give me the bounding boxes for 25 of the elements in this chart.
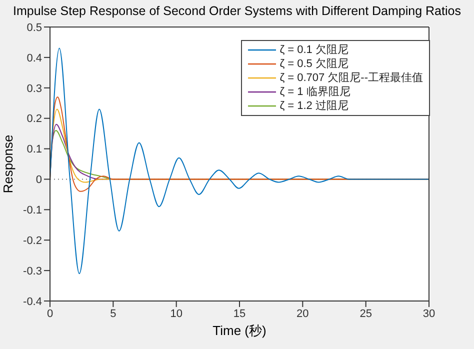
x-tick-label: 0 — [46, 308, 54, 320]
y-tick-label: -0.2 — [23, 235, 42, 248]
y-tick-label: 0.2 — [26, 113, 42, 126]
chart-title: Impulse Step Response of Second Order Systems with Different Damping Ratios — [12, 4, 462, 18]
y-tick-label: -0.4 — [23, 296, 42, 308]
legend-label: ζ = 0.1 欠阻尼 — [280, 43, 348, 57]
y-axis-title: Response — [0, 134, 16, 194]
legend-label: ζ = 0.707 欠阻尼--工程最佳值 — [280, 71, 423, 85]
x-tick-label: 15 — [233, 308, 246, 320]
y-tick-label: 0.1 — [26, 144, 42, 156]
y-tick-label: 0 — [36, 174, 42, 186]
x-tick-label: 20 — [296, 308, 309, 320]
x-tick-label: 30 — [422, 308, 436, 320]
legend-label: ζ = 0.5 欠阻尼 — [280, 57, 348, 71]
x-axis-title: Time (秒) — [212, 323, 266, 338]
x-tick-label: 5 — [110, 308, 116, 320]
x-tick-label: 25 — [360, 308, 372, 320]
legend-label: ζ = 1 临界阻尼 — [280, 85, 350, 99]
y-tick-label: 0.4 — [26, 52, 42, 64]
x-tick-label: 10 — [170, 308, 182, 320]
y-tick-label: 0.3 — [26, 82, 42, 95]
y-tick-label: -0.3 — [23, 265, 42, 278]
y-tick-label: -0.1 — [23, 204, 42, 217]
legend-label: ζ = 1.2 过阻尼 — [280, 99, 348, 113]
y-tick-label: 0.5 — [26, 22, 42, 34]
